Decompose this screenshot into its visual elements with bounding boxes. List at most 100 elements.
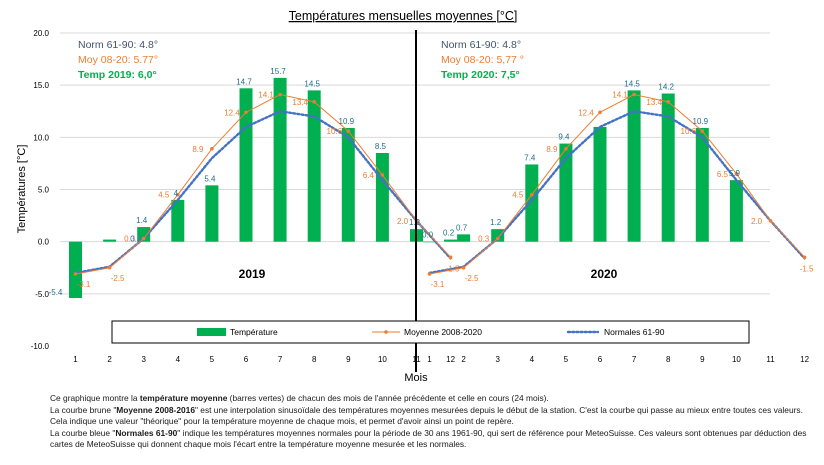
temperature-label: 0.0 (422, 231, 434, 240)
x-tick-label: 8 (666, 355, 671, 364)
moyenne-point (427, 272, 432, 276)
note-bold: température moyenne (139, 393, 228, 403)
moyenne-point (448, 255, 453, 260)
x-tick-label: 6 (598, 355, 603, 364)
temperature-bars (69, 77, 743, 299)
year-label: 2019 (239, 267, 266, 281)
x-tick-label: 9 (346, 355, 351, 364)
note-text: " est une interpolation sinusoïdale des … (50, 404, 803, 427)
temperature-bar (491, 229, 505, 242)
x-tick-label: 10 (378, 355, 387, 364)
x-tick-label: 4 (530, 355, 535, 364)
x-tick-label: 12 (446, 355, 455, 364)
moyenne-point (495, 236, 500, 241)
legend-frame (111, 320, 750, 344)
temperature-label: -5.4 (49, 288, 63, 297)
moyenne-label: -2.5 (111, 274, 125, 283)
temperature-bar (307, 90, 321, 242)
temperature-label: 9.4 (558, 133, 570, 142)
moyenne-label: -2.5 (465, 274, 479, 283)
moyenne-point (632, 92, 636, 97)
moyenne-point (530, 192, 534, 197)
temperature-label: 4 (174, 189, 179, 198)
chart-title: Températures mensuelles moyennes [°C] (289, 9, 518, 23)
moyenne-point (244, 110, 248, 115)
moyenne-label: -1.5 (446, 264, 460, 273)
moyenne-line (429, 94, 805, 275)
x-tick-label: 2 (107, 355, 112, 364)
temperature-label: 14.7 (236, 77, 252, 86)
temp-info: Temp 2019: 6,0° (78, 69, 157, 81)
legend-label: Normales 61-90 (604, 327, 665, 337)
note-text: (barres vertes) de chacun des mois de l'… (227, 393, 549, 403)
temperature-label: 15.7 (270, 67, 286, 76)
y-tick-label: 20.0 (33, 29, 49, 38)
x-tick-label: 6 (244, 355, 249, 364)
moyenne-point (210, 147, 214, 151)
temperature-label: 1.4 (136, 216, 148, 225)
temperature-label: 1.2 (490, 218, 502, 227)
moyenne-point (73, 272, 78, 276)
moyenne-label: 0.3 (478, 235, 490, 244)
moyenne-point (176, 192, 180, 197)
y-tick-label: -5.0 (35, 290, 49, 299)
x-tick-label: 1 (427, 355, 432, 364)
normales-label: 0.3 (130, 235, 142, 244)
temperature-label: 5.9 (729, 169, 741, 178)
note-paragraph-1: Ce graphique montre la température moyen… (50, 393, 820, 405)
moyenne-label: -3.1 (431, 280, 445, 289)
moyenne-point (666, 100, 670, 104)
year-label: 2020 (591, 267, 618, 281)
moyenne-label: 13.4 (292, 98, 308, 107)
moyenne-label: 14.1 (258, 91, 274, 100)
temperature-bar (444, 239, 458, 242)
note-text: La courbe bleue " (50, 427, 116, 438)
temperature-label: 0.7 (456, 223, 468, 232)
temperature-bar (525, 164, 539, 242)
moyenne-point (278, 92, 282, 97)
moy-info: Moy 08-20: 5,77 ° (441, 54, 524, 66)
temperature-bar (205, 185, 219, 242)
moyenne-point (802, 255, 807, 260)
temperature-label: 10.9 (693, 117, 709, 126)
moyenne-point (768, 219, 773, 223)
temperature-bar (627, 90, 641, 242)
temperature-bar (695, 127, 709, 242)
temperature-bar (661, 93, 675, 242)
moyenne-point (461, 265, 466, 270)
moyenne-label: 8.9 (546, 145, 558, 154)
legend-label: Température (230, 327, 278, 337)
x-tick-label: 1 (73, 355, 78, 364)
x-axis-title: Mois (404, 372, 428, 384)
temperature-bar (457, 234, 471, 242)
y-tick-label: 5.0 (38, 186, 50, 195)
explanation-notes: Ce graphique montre la température moyen… (50, 393, 820, 451)
x-tick-label: 8 (312, 355, 317, 364)
temperature-label: 14.5 (304, 79, 320, 88)
moyenne-point (380, 173, 385, 177)
moyenne-point (734, 172, 739, 176)
norm-info: Norm 61-90: 4.8° (441, 39, 521, 51)
series-lines (73, 92, 807, 276)
temp-info: Temp 2020: 7,5° (441, 69, 520, 81)
x-tick-label: 10 (732, 355, 741, 364)
note-paragraph-2: La courbe brune "Moyenne 2008-2016" est … (50, 405, 820, 428)
temperature-label: 5.4 (204, 174, 216, 183)
moyenne-label: 4.5 (512, 191, 524, 200)
y-tick-label: 15.0 (33, 81, 49, 90)
data-labels: -5.4 1.4 4 5.4 14.7 15.7 14.5 10.9 8.5 1.2 0.2 -3.1… (49, 67, 814, 297)
y-tick-label: 10.0 (33, 133, 49, 142)
temperature-bar (375, 152, 389, 242)
note-bold: Moyenne 2008-2016 (116, 404, 195, 415)
temperature-bar (423, 241, 436, 243)
moyenne-point (598, 110, 602, 115)
temperature-bar (69, 241, 82, 299)
moyenne-label: 0.3 (124, 235, 136, 244)
y-tick-label: 0.0 (38, 238, 50, 247)
temperature-label: 8.5 (375, 142, 387, 151)
temperature-bar (239, 88, 253, 242)
x-tick-label: 3 (141, 355, 146, 364)
temperature-label: 7.4 (524, 153, 536, 162)
temperature-bar (729, 180, 743, 242)
moyenne-point (312, 100, 317, 104)
